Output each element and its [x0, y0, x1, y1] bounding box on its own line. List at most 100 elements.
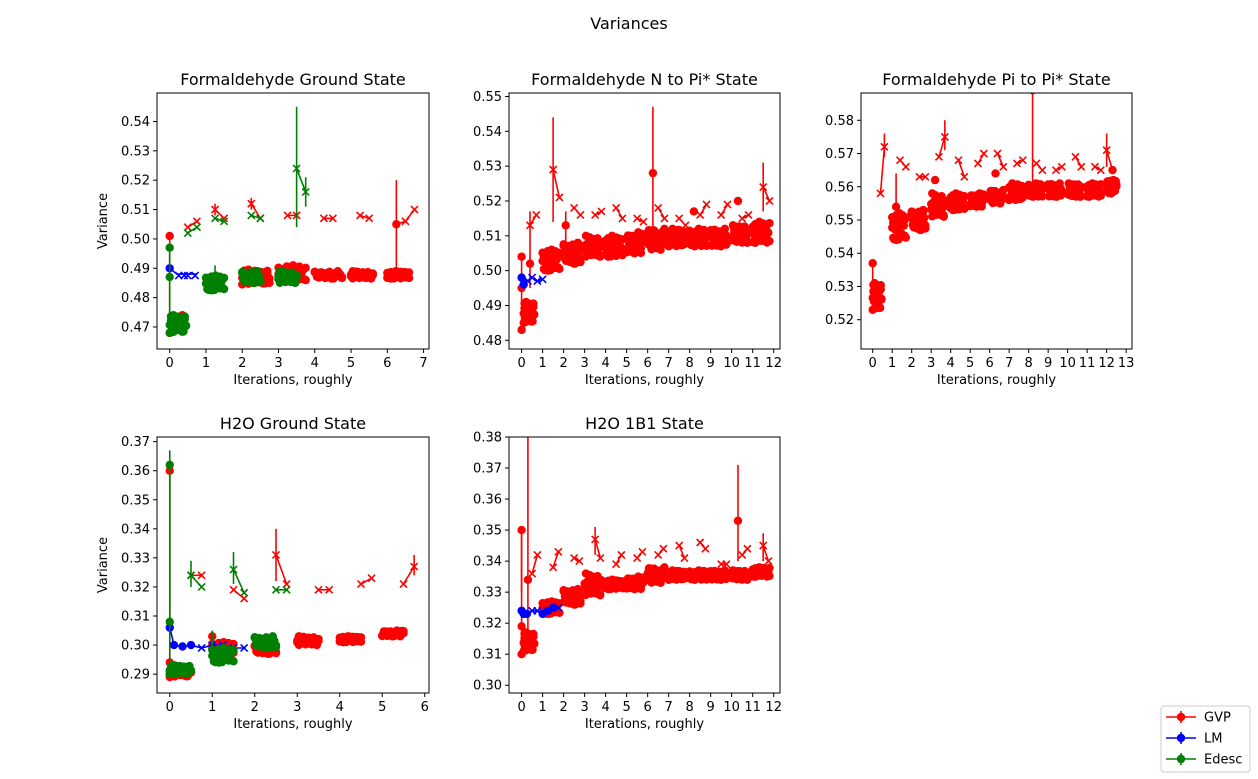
cluster-point	[595, 589, 605, 599]
data-point	[689, 207, 699, 216]
series-line	[531, 554, 539, 574]
data-point	[891, 202, 901, 211]
cluster-point	[263, 266, 272, 276]
data-point	[392, 220, 401, 229]
cluster-point	[394, 272, 404, 282]
cluster-point	[348, 267, 357, 276]
cluster-point	[219, 643, 228, 653]
cluster-point	[1017, 183, 1026, 192]
x-tick-label: 8	[686, 356, 694, 371]
cluster-point	[581, 231, 591, 241]
x-tick-label: 2	[559, 356, 567, 371]
data-point-x	[191, 271, 200, 280]
series-line	[275, 554, 288, 585]
cluster-point	[669, 231, 679, 240]
legend-label: Edesc	[1204, 753, 1242, 768]
cluster-point	[686, 240, 696, 250]
data-point-x	[314, 585, 323, 594]
data-point-x	[180, 271, 189, 280]
data-point	[733, 196, 743, 206]
cluster-point	[605, 238, 614, 247]
legend-entry-edesc: Edesc	[1166, 753, 1242, 768]
cluster-point	[219, 284, 229, 294]
series-gvp	[517, 437, 774, 659]
y-tick-label: 0.56	[825, 180, 854, 195]
cluster-point	[288, 261, 298, 270]
cluster-point	[1018, 193, 1028, 202]
cluster-point	[581, 569, 591, 578]
cluster-point	[186, 666, 196, 675]
y-tick-label: 0.31	[473, 648, 502, 663]
x-axis-label: Iterations, roughly	[233, 717, 353, 732]
legend-marker	[1176, 733, 1186, 743]
x-tick-label: 1	[538, 700, 546, 715]
cluster-point	[610, 582, 619, 592]
x-tick-label: 5	[623, 700, 631, 715]
data-point-x	[367, 574, 376, 583]
data-point-x	[993, 149, 1002, 158]
data-point-x	[1090, 162, 1100, 171]
cluster-point	[180, 312, 189, 321]
data-point-x	[1057, 162, 1066, 171]
data-point-x	[1018, 156, 1027, 165]
cluster-point	[651, 235, 660, 245]
legend-entry-lm: LM	[1166, 732, 1222, 747]
data-point	[733, 516, 743, 525]
y-tick-label: 0.57	[825, 147, 854, 162]
cluster-point	[714, 228, 723, 238]
plot-area	[868, 93, 1121, 314]
cluster-point	[921, 221, 930, 230]
cluster-point	[392, 626, 402, 635]
y-tick-label: 0.34	[473, 555, 502, 570]
cluster-point	[1033, 189, 1043, 198]
y-tick-label: 0.35	[121, 493, 150, 508]
cluster-point	[171, 324, 181, 333]
cluster-point	[543, 266, 552, 275]
cluster-point	[611, 233, 621, 242]
cluster-point	[1103, 183, 1113, 192]
x-tick-label: 2	[251, 700, 259, 715]
cluster-point	[571, 244, 580, 254]
cluster-point	[388, 269, 397, 278]
cluster-point	[571, 589, 580, 599]
cluster-point	[547, 245, 556, 254]
cluster-point	[928, 189, 937, 198]
cluster-point	[685, 234, 694, 243]
series-line	[552, 169, 561, 198]
x-axis-label: Iterations, roughly	[937, 373, 1057, 388]
y-tick-label: 0.29	[121, 668, 150, 683]
subplot-title: H2O Ground State	[220, 414, 366, 433]
data-point-x	[999, 162, 1008, 171]
cluster-point	[644, 240, 654, 250]
x-tick-label: 3	[580, 700, 588, 715]
data-point-x	[356, 579, 366, 589]
x-tick-label: 4	[601, 700, 609, 715]
y-tick-label: 0.51	[121, 203, 150, 218]
series-gvp	[517, 106, 774, 335]
data-point	[186, 640, 196, 650]
cluster-point	[530, 310, 539, 319]
x-tick-label: 8	[686, 700, 694, 715]
data-point-x	[722, 560, 731, 569]
data-point	[517, 252, 526, 261]
y-tick-label: 0.50	[473, 264, 502, 279]
cluster-point	[523, 313, 532, 323]
x-tick-label: 1	[202, 356, 210, 371]
data-point-x	[555, 193, 564, 202]
cluster-point	[965, 200, 975, 209]
legend: GVP LM Edesc	[1160, 705, 1251, 773]
cluster-point	[588, 249, 597, 258]
data-point-x	[915, 172, 924, 181]
data-point	[165, 272, 174, 282]
plot-area	[165, 450, 419, 682]
y-tick-label: 0.36	[121, 464, 150, 479]
data-point-x	[197, 643, 206, 653]
cluster-point	[627, 232, 637, 242]
x-tick-label: 4	[311, 356, 319, 371]
data-point-x	[576, 210, 585, 219]
data-point-x	[744, 210, 753, 219]
series-line	[879, 146, 886, 194]
data-point-x	[940, 132, 949, 141]
